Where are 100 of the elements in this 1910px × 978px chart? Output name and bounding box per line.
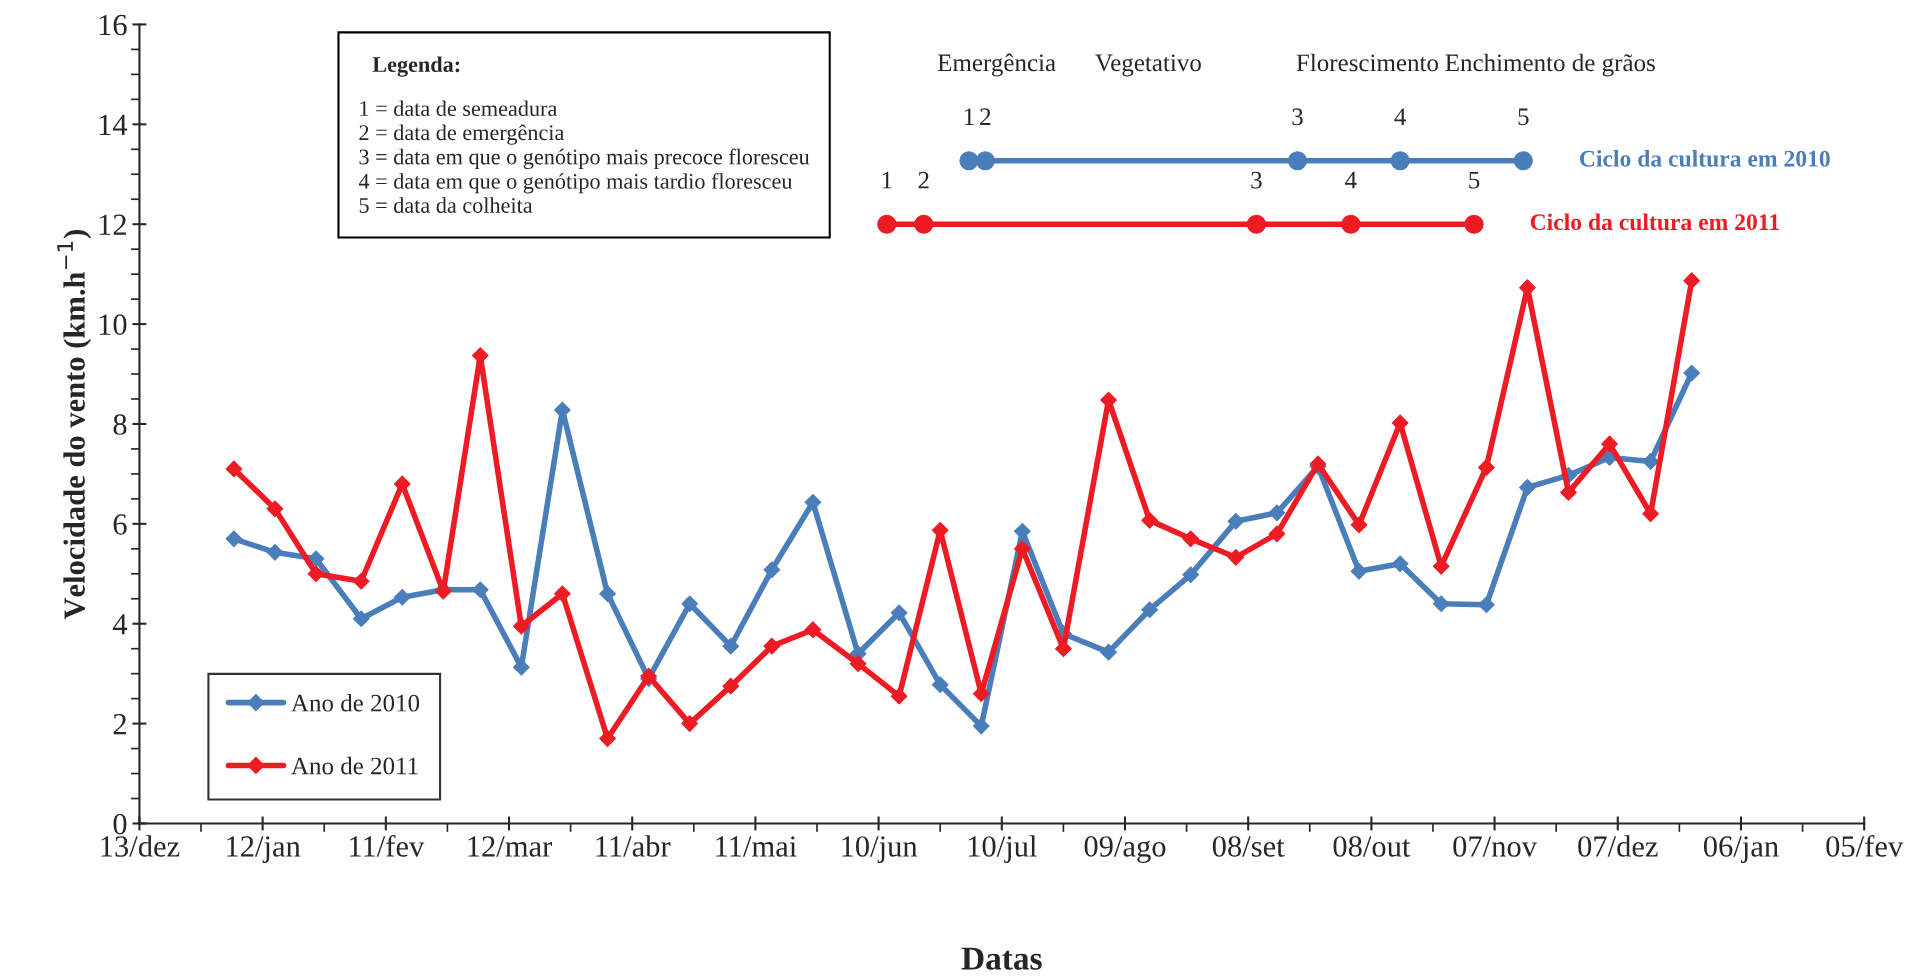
- annotation: 5 = data da colheita: [359, 197, 533, 213]
- point: [1013, 540, 1031, 558]
- text: Ciclo da cultura em 2010: [1580, 150, 1830, 167]
- y-tick-label: 12: [99, 214, 126, 235]
- annotation: 2 = data de emergência: [359, 124, 565, 145]
- point: [352, 572, 370, 590]
- point: [1683, 272, 1701, 290]
- x-tick-label: 10/jun: [842, 836, 918, 863]
- annotation: 2: [980, 108, 991, 125]
- point: [1182, 566, 1200, 584]
- point: [890, 687, 908, 705]
- annotation: 3 = data em que o genótipo mais precoce floresceu: [359, 148, 810, 170]
- point: [763, 637, 781, 655]
- annotation: Enchimento de grãos: [1445, 53, 1655, 77]
- y-tick-label: 16: [99, 14, 127, 36]
- point: [1601, 435, 1618, 453]
- point: [1246, 214, 1266, 234]
- point: [266, 543, 284, 561]
- point: [1341, 214, 1361, 234]
- point: [681, 595, 699, 613]
- point: [599, 585, 616, 603]
- x-tick-label: 13/dez: [101, 835, 180, 857]
- x-tick-label: 09/ago: [1084, 836, 1166, 863]
- point: [393, 588, 411, 606]
- x-tick-label: 11/abr: [596, 835, 671, 857]
- x-tick-label: 11/mai: [716, 836, 797, 857]
- point: [512, 617, 530, 635]
- y-tick-label: 0: [113, 813, 127, 835]
- point: [1432, 557, 1450, 575]
- y-tick-label: 14: [99, 114, 128, 135]
- point: [1182, 530, 1200, 548]
- point: [1391, 555, 1409, 573]
- point: [722, 637, 740, 655]
- x-tick-label: 10/jul: [968, 835, 1037, 863]
- y-tick-label: 4: [112, 614, 128, 635]
- x-tick-label: 07/nov: [1453, 836, 1538, 857]
- annotation: 4: [1345, 171, 1357, 189]
- point: [1141, 601, 1159, 619]
- point: [1227, 548, 1245, 566]
- y-tick-label: 6: [113, 514, 127, 535]
- annotation: 1: [964, 108, 974, 125]
- point: [1513, 151, 1533, 171]
- point: [1390, 151, 1410, 171]
- x-tick-label: 08/set: [1212, 836, 1285, 857]
- point: [393, 475, 411, 493]
- annotation: Emergência: [937, 53, 1056, 77]
- point: [931, 676, 949, 694]
- y-axis-title: Velocidade do vento (km.h$^{−1}$): [57, 230, 92, 620]
- point: [1268, 525, 1286, 543]
- annotation: 1 = data de semeadura: [360, 100, 558, 117]
- annotation: Florescimento: [1296, 53, 1438, 72]
- point: [763, 561, 781, 579]
- point: [307, 565, 325, 583]
- y-tick-label: 10: [99, 314, 127, 335]
- point: [1464, 214, 1484, 234]
- annotation: 3: [1251, 171, 1262, 189]
- point: [914, 214, 934, 234]
- point: [225, 530, 243, 548]
- point: [1227, 512, 1245, 530]
- point: [1683, 364, 1701, 382]
- point: [1560, 484, 1577, 501]
- point: [1350, 516, 1368, 534]
- annotation: 5: [1469, 171, 1480, 189]
- x-tick-label: 12/jan: [227, 836, 301, 863]
- point: [599, 730, 616, 747]
- y-tick-label: 8: [113, 414, 127, 435]
- point: [804, 493, 822, 511]
- x-tick-label: 07/dez: [1578, 835, 1658, 857]
- legend-label: Ano de 2010: [291, 694, 420, 712]
- point: [877, 214, 897, 234]
- point: [266, 500, 284, 518]
- point: [1100, 643, 1117, 661]
- y-tick-label: 2: [113, 713, 126, 735]
- point: [1350, 562, 1368, 580]
- point: [975, 151, 995, 171]
- point: [722, 677, 740, 695]
- point: [804, 621, 822, 639]
- point: [1477, 459, 1495, 476]
- point: [1642, 453, 1659, 470]
- annotation: Vegetativo: [1095, 54, 1201, 77]
- annotation: 3: [1292, 108, 1303, 126]
- x-tick-label: 12/mar: [468, 836, 553, 857]
- annotation: 1: [882, 171, 892, 189]
- point: [849, 655, 867, 673]
- point: [225, 460, 243, 478]
- text: Ciclo da cultura em 2011: [1530, 213, 1779, 231]
- x-tick-label: 06/jan: [1703, 836, 1779, 863]
- point: [1432, 595, 1450, 613]
- annotation: 4 = data em que o genótipo mais tardio floresceu: [358, 172, 793, 194]
- point: [972, 717, 990, 735]
- annotation: 4: [1394, 108, 1406, 125]
- x-tick-label: 05/fev: [1826, 834, 1904, 857]
- annotation: 2: [918, 171, 929, 189]
- point: [681, 715, 699, 732]
- point: [890, 604, 908, 622]
- point: [1519, 479, 1536, 496]
- x-tick-label: 08/out: [1333, 836, 1411, 857]
- point: [959, 151, 979, 171]
- point: [1287, 151, 1308, 171]
- point: [554, 585, 571, 603]
